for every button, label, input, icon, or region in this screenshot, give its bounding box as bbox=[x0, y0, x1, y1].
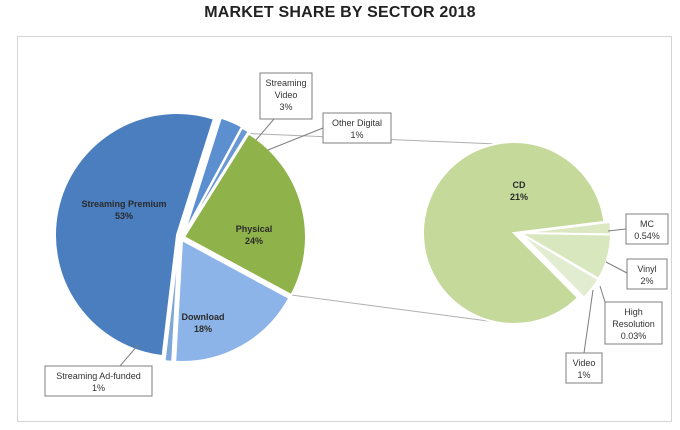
pie-slice-adfunded bbox=[163, 239, 180, 363]
callout-line: MC bbox=[640, 219, 654, 229]
pie-slice-physical bbox=[182, 132, 307, 297]
slice-label-cd: CD 21% bbox=[510, 180, 528, 202]
callout-line: 3% bbox=[279, 102, 292, 112]
chart-title: MARKET SHARE BY SECTOR 2018 bbox=[204, 4, 476, 21]
callout-label-video2: Video 1% bbox=[573, 358, 596, 380]
slice-label-value: 21% bbox=[510, 192, 528, 202]
callout-label-mc: MC 0.54% bbox=[634, 219, 660, 241]
callout-line: Vinyl bbox=[637, 264, 656, 274]
slice-label-value: 53% bbox=[115, 211, 133, 221]
slice-label-name: CD bbox=[513, 180, 526, 190]
leader-line-mc bbox=[607, 228, 627, 232]
callout-line: Streaming bbox=[265, 78, 306, 88]
callout-line: Video bbox=[275, 90, 298, 100]
leader-line-vinyl bbox=[605, 261, 628, 274]
callout-box-adfunded bbox=[44, 365, 153, 397]
leader-line-video2 bbox=[583, 289, 594, 354]
slice-label-download: Download 18% bbox=[182, 312, 225, 334]
leader-line-video bbox=[255, 118, 275, 141]
callout-line: 1% bbox=[577, 370, 590, 380]
slice-label-value: 18% bbox=[194, 324, 212, 334]
callout-line: 0.03% bbox=[621, 331, 647, 341]
callout-line: Other Digital bbox=[332, 118, 382, 128]
connector-line-bottom bbox=[291, 294, 504, 324]
callout-line: Resolution bbox=[612, 319, 655, 329]
callout-label-video: Streaming Video 3% bbox=[265, 78, 306, 112]
callout-label-other: Other Digital 1% bbox=[332, 118, 382, 140]
callout-label-adfunded: Streaming Ad-funded 1% bbox=[56, 371, 141, 393]
leader-line-other bbox=[267, 127, 324, 151]
pie-slice-other bbox=[183, 126, 251, 236]
main-pie bbox=[54, 112, 307, 363]
leader-line-hires bbox=[599, 285, 606, 303]
callout-label-hires: High Resolution 0.03% bbox=[612, 307, 655, 341]
leader-line-adfunded bbox=[119, 344, 139, 367]
pie-slice-cd bbox=[422, 141, 606, 325]
callout-line: 2% bbox=[640, 276, 653, 286]
callout-line: 0.54% bbox=[634, 231, 660, 241]
callout-box-mc bbox=[625, 213, 669, 245]
chart-frame bbox=[17, 36, 672, 422]
callout-box-hires bbox=[604, 301, 663, 345]
pie-slice-video2 bbox=[519, 232, 600, 300]
callout-line: 1% bbox=[92, 383, 105, 393]
secondary-pie bbox=[422, 141, 613, 325]
slice-label-premium: Streaming Premium 53% bbox=[81, 199, 166, 221]
callout-line: High bbox=[624, 307, 643, 317]
callout-box-video bbox=[259, 72, 313, 120]
callout-label-vinyl: Vinyl 2% bbox=[637, 264, 656, 286]
callout-box-vinyl bbox=[626, 258, 668, 290]
callout-line: 1% bbox=[350, 130, 363, 140]
callout-line: Streaming Ad-funded bbox=[56, 371, 141, 381]
slice-label-physical: Physical 24% bbox=[236, 224, 273, 246]
pie-slice-download bbox=[174, 238, 291, 363]
callout-box-other bbox=[322, 112, 392, 144]
callout-box-video2 bbox=[565, 352, 603, 384]
slice-labels: Streaming Premium 53% Physical 24% Download 1… bbox=[44, 72, 669, 397]
slice-label-value: 24% bbox=[245, 236, 263, 246]
slice-label-name: Streaming Premium bbox=[81, 199, 166, 209]
callout-line: Video bbox=[573, 358, 596, 368]
slice-label-name: Physical bbox=[236, 224, 273, 234]
pie-slice-premium bbox=[54, 112, 216, 358]
slice-label-name: Download bbox=[182, 312, 225, 322]
